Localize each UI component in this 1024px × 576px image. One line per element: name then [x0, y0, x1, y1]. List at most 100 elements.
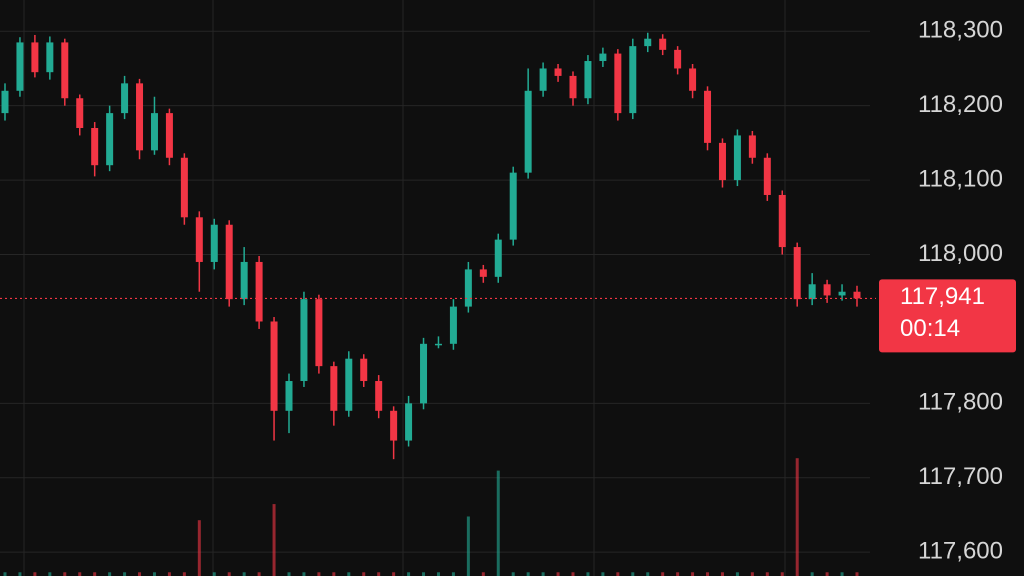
volume-bar — [287, 572, 291, 576]
candle-body — [195, 217, 203, 262]
candle-body — [405, 403, 413, 441]
candle-body — [644, 38, 652, 47]
candle-body — [614, 53, 622, 114]
candle-body — [136, 83, 144, 151]
volume-bar — [392, 572, 396, 576]
volume-bar — [795, 458, 799, 576]
volume-bar — [750, 572, 754, 576]
volume-bar — [182, 572, 186, 576]
candle-body — [255, 261, 263, 322]
volume — [3, 458, 859, 576]
candle-body — [853, 291, 861, 299]
volume-bar — [197, 520, 201, 576]
candle-body — [31, 42, 39, 73]
candle-body — [150, 113, 158, 151]
volume-bar — [152, 572, 156, 576]
candle-body — [748, 135, 756, 158]
candle-body — [106, 113, 114, 166]
countdown: 00:14 — [900, 315, 960, 342]
volume-bar — [3, 572, 7, 576]
volume-bar — [481, 572, 485, 576]
candle-body — [629, 46, 637, 114]
volume-bar — [451, 572, 455, 576]
volume-bar — [108, 572, 112, 576]
volume-bar — [586, 572, 590, 576]
volume-bar — [63, 572, 67, 576]
candle-body — [180, 157, 188, 218]
candle-body — [300, 299, 308, 382]
candle-body — [554, 68, 562, 76]
candle-body — [210, 224, 218, 262]
y-tick-label: 117,600 — [918, 538, 1003, 565]
candle-body — [165, 113, 173, 158]
candle-body — [434, 343, 442, 346]
volume-bar — [272, 504, 276, 576]
candle-body — [778, 194, 786, 248]
y-tick-label: 118,300 — [918, 17, 1003, 44]
volume-bar — [541, 572, 545, 576]
candle-body — [1, 90, 9, 114]
volume-bar — [18, 572, 22, 576]
candle-body — [494, 239, 502, 277]
volume-bar — [436, 572, 440, 576]
volume-bar — [422, 572, 426, 576]
candle-body — [479, 269, 487, 277]
y-tick-label: 117,700 — [918, 463, 1003, 490]
y-tick-label: 118,100 — [918, 165, 1003, 192]
volume-bar — [810, 572, 814, 576]
volume-bar — [93, 572, 97, 576]
volume-bar — [302, 572, 306, 576]
volume-bar — [511, 572, 515, 576]
candle-body — [16, 42, 24, 91]
candle-body — [449, 306, 457, 344]
candle-body — [225, 224, 233, 300]
volume-bar — [691, 572, 695, 576]
volume-bar — [601, 572, 605, 576]
volume-bar — [227, 572, 231, 576]
volume-bar — [571, 572, 575, 576]
candle-body — [569, 75, 577, 99]
volume-bar — [855, 572, 859, 576]
volume-bar — [496, 470, 500, 576]
candle-body — [763, 157, 771, 195]
candle-body — [808, 284, 816, 300]
candle-body — [584, 61, 592, 99]
candle-body — [76, 98, 84, 128]
candle-body — [46, 42, 54, 73]
volume-bar — [720, 572, 724, 576]
volume-bar — [167, 572, 171, 576]
candle-body — [61, 42, 69, 99]
candle-body — [330, 366, 338, 411]
volume-bar — [780, 572, 784, 576]
candle-body — [539, 68, 547, 91]
volume-bar — [33, 572, 37, 576]
candle-body — [360, 358, 368, 382]
volume-bar — [661, 572, 665, 576]
candle-body — [659, 38, 667, 50]
candle-body — [390, 410, 398, 441]
candle-body — [524, 90, 532, 173]
y-tick-label: 118,200 — [918, 91, 1003, 118]
time-grid — [23, 0, 786, 576]
volume-bar — [706, 572, 710, 576]
volume-bar — [332, 572, 336, 576]
candle-body — [823, 284, 831, 296]
candle-body — [704, 90, 712, 143]
volume-bar — [362, 572, 366, 576]
volume-bar — [212, 572, 216, 576]
candle-body — [121, 83, 129, 114]
candle-body — [464, 269, 472, 307]
volume-bar — [646, 572, 650, 576]
volume-bar — [466, 516, 470, 576]
candle-body — [285, 381, 293, 411]
candle-body — [420, 343, 428, 404]
volume-bar — [631, 572, 635, 576]
candle-body — [689, 68, 697, 91]
candles — [1, 32, 861, 460]
volume-bar — [676, 572, 680, 576]
volume-bar — [78, 572, 82, 576]
last-price-box — [879, 279, 1016, 353]
volume-bar — [257, 572, 261, 576]
